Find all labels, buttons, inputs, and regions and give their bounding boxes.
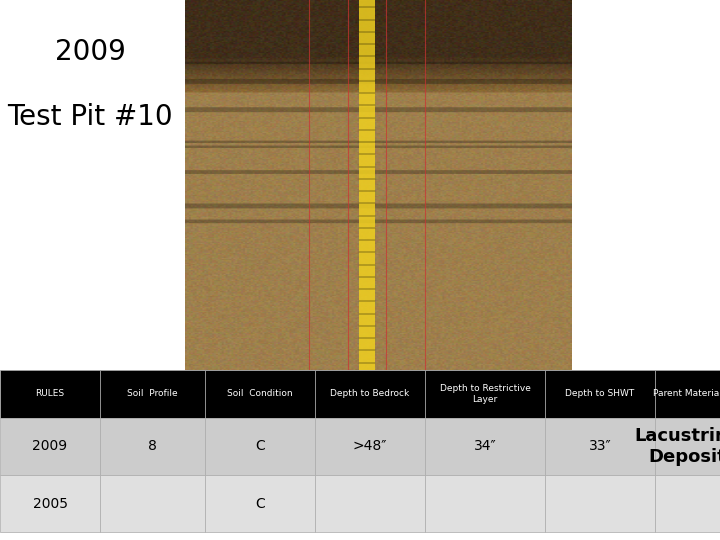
Text: C: C [255, 496, 265, 510]
Text: Lacustrine
Deposit: Lacustrine Deposit [634, 427, 720, 466]
Text: Depth to SHWT: Depth to SHWT [565, 389, 634, 399]
Text: C: C [255, 440, 265, 454]
Text: Depth to Restrictive
Layer: Depth to Restrictive Layer [440, 384, 531, 404]
Text: Soil  Condition: Soil Condition [228, 389, 293, 399]
Text: Depth to Bedrock: Depth to Bedrock [330, 389, 410, 399]
Text: Parent Material: Parent Material [653, 389, 720, 399]
Text: 2009: 2009 [32, 440, 68, 454]
Text: Test Pit #10: Test Pit #10 [7, 103, 173, 131]
Text: Soil  Profile: Soil Profile [127, 389, 178, 399]
Bar [359, 0, 374, 370]
Text: 2005: 2005 [32, 496, 68, 510]
Text: 8: 8 [148, 440, 157, 454]
Text: RULES: RULES [35, 389, 65, 399]
Text: >48″: >48″ [353, 440, 387, 454]
Text: 33″: 33″ [589, 440, 611, 454]
Text: 34″: 34″ [474, 440, 496, 454]
Text: 2009: 2009 [55, 38, 125, 66]
